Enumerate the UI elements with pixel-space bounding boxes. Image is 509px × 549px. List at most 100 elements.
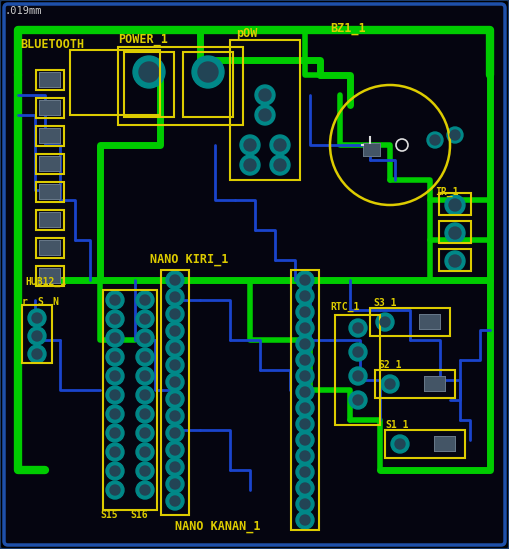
Circle shape xyxy=(270,155,290,175)
Circle shape xyxy=(166,458,184,476)
Circle shape xyxy=(300,515,310,525)
Bar xyxy=(36,182,64,202)
Circle shape xyxy=(300,419,310,429)
Bar xyxy=(36,210,64,230)
Circle shape xyxy=(349,391,367,409)
Circle shape xyxy=(140,371,150,381)
Bar xyxy=(424,376,446,392)
Bar xyxy=(375,370,455,398)
Circle shape xyxy=(353,395,363,405)
Bar xyxy=(36,98,64,118)
Circle shape xyxy=(349,319,367,337)
Circle shape xyxy=(170,496,180,506)
Circle shape xyxy=(244,139,256,151)
Bar xyxy=(385,430,465,458)
Circle shape xyxy=(296,415,314,433)
Bar xyxy=(40,157,60,171)
Text: POWER_1: POWER_1 xyxy=(118,33,168,46)
Bar xyxy=(370,308,450,336)
Circle shape xyxy=(296,367,314,385)
Circle shape xyxy=(395,439,405,449)
Circle shape xyxy=(110,352,120,362)
Circle shape xyxy=(296,399,314,417)
Circle shape xyxy=(136,386,154,404)
Text: S16: S16 xyxy=(130,510,148,520)
Circle shape xyxy=(300,339,310,349)
Circle shape xyxy=(296,335,314,353)
Circle shape xyxy=(166,407,184,425)
Bar xyxy=(39,128,61,144)
Circle shape xyxy=(136,462,154,480)
Circle shape xyxy=(140,447,150,457)
Bar xyxy=(40,269,60,283)
Bar xyxy=(22,305,52,363)
Circle shape xyxy=(110,466,120,476)
Circle shape xyxy=(106,329,124,347)
Circle shape xyxy=(445,251,465,271)
Circle shape xyxy=(296,511,314,529)
Bar xyxy=(39,212,61,228)
Bar xyxy=(36,126,64,146)
Circle shape xyxy=(300,499,310,509)
Bar xyxy=(70,50,160,115)
Circle shape xyxy=(136,481,154,499)
Circle shape xyxy=(240,135,260,155)
Circle shape xyxy=(296,319,314,337)
Circle shape xyxy=(300,435,310,445)
Circle shape xyxy=(106,481,124,499)
Circle shape xyxy=(139,62,159,82)
Bar xyxy=(434,436,456,452)
Circle shape xyxy=(170,326,180,336)
Circle shape xyxy=(32,349,42,359)
Circle shape xyxy=(170,394,180,404)
Circle shape xyxy=(166,424,184,442)
Circle shape xyxy=(300,275,310,285)
Bar xyxy=(40,185,60,199)
Text: IR_1: IR_1 xyxy=(435,187,459,197)
Circle shape xyxy=(28,345,46,363)
Bar xyxy=(40,213,60,227)
Circle shape xyxy=(449,199,461,211)
Circle shape xyxy=(110,485,120,495)
Circle shape xyxy=(106,291,124,309)
Circle shape xyxy=(166,356,184,374)
Bar xyxy=(118,47,243,125)
Text: S1_1: S1_1 xyxy=(385,420,409,430)
Circle shape xyxy=(430,135,440,145)
Circle shape xyxy=(106,386,124,404)
Circle shape xyxy=(349,343,367,361)
Circle shape xyxy=(449,255,461,267)
Circle shape xyxy=(296,271,314,289)
Bar xyxy=(363,143,381,157)
Bar xyxy=(36,154,64,174)
Circle shape xyxy=(110,409,120,419)
Circle shape xyxy=(170,360,180,370)
Circle shape xyxy=(192,56,224,88)
Circle shape xyxy=(106,462,124,480)
Text: BLUETOOTH: BLUETOOTH xyxy=(20,38,84,51)
Circle shape xyxy=(110,371,120,381)
Bar xyxy=(103,290,157,510)
Circle shape xyxy=(110,314,120,324)
Circle shape xyxy=(136,405,154,423)
Text: N: N xyxy=(52,297,58,307)
Circle shape xyxy=(28,327,46,345)
Bar xyxy=(419,314,441,330)
Circle shape xyxy=(140,295,150,305)
Bar xyxy=(161,270,189,515)
Bar xyxy=(40,101,60,115)
Text: NANO KANAN_1: NANO KANAN_1 xyxy=(175,520,261,533)
Circle shape xyxy=(136,348,154,366)
Circle shape xyxy=(133,56,165,88)
Circle shape xyxy=(300,483,310,493)
Bar xyxy=(39,268,61,284)
Text: pOW: pOW xyxy=(236,27,258,40)
Circle shape xyxy=(170,445,180,455)
Circle shape xyxy=(106,405,124,423)
Circle shape xyxy=(255,85,275,105)
Circle shape xyxy=(166,492,184,510)
Circle shape xyxy=(140,390,150,400)
Bar xyxy=(39,72,61,88)
Text: r: r xyxy=(22,297,28,307)
Circle shape xyxy=(166,475,184,493)
